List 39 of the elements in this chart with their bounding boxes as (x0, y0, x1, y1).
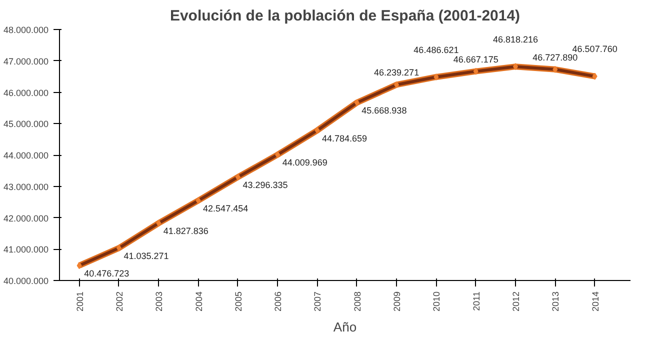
x-tick-label: 2002 (114, 291, 124, 312)
y-tick-label: 42.000.000 (3, 213, 49, 224)
data-label: 41.035.271 (124, 251, 169, 262)
y-tick-label: 46.000.000 (3, 88, 49, 98)
y-tick-label: 44.000.000 (3, 150, 49, 160)
data-label: 43.296.335 (242, 180, 288, 190)
chart-title: Evolución de la población de España (2001-2014) (170, 8, 520, 24)
data-label: 40.476.723 (84, 268, 130, 279)
x-tick-label: 2010 (432, 291, 442, 312)
data-label: 46.727.890 (532, 52, 578, 62)
x-tick-label: 2007 (312, 291, 323, 312)
data-label: 46.507.760 (572, 44, 618, 54)
y-tick-label: 47.000.000 (3, 56, 49, 66)
x-tick-label: 2013 (550, 291, 561, 312)
data-label: 46.818.216 (492, 34, 538, 44)
data-label: 44.784.659 (322, 133, 368, 144)
x-tick-label: 2014 (590, 291, 600, 312)
x-tick-label: 2003 (154, 291, 164, 312)
x-tick-label: 2012 (511, 291, 522, 312)
x-tick-label: 2011 (471, 291, 482, 311)
data-label: 45.668.938 (362, 106, 407, 116)
y-tick-label: 41.000.000 (3, 244, 49, 255)
y-tick-label: 40.000.000 (3, 276, 49, 286)
data-label: 46.667.175 (453, 54, 498, 64)
data-label: 46.486.621 (414, 44, 459, 55)
x-tick-label: 2005 (233, 291, 244, 312)
data-label: 46.239.271 (374, 68, 420, 78)
x-tick-label: 2009 (392, 291, 402, 312)
data-label: 42.547.454 (203, 204, 248, 214)
x-tick-label: 2006 (273, 291, 284, 312)
x-tick-label: 2001 (74, 291, 85, 312)
x-axis-title: Año (333, 320, 357, 335)
x-tick-label: 2008 (352, 291, 362, 312)
y-tick-label: 43.000.000 (3, 182, 49, 192)
data-label: 41.827.836 (163, 226, 208, 236)
y-tick-label: 45.000.000 (3, 119, 49, 130)
y-tick-label: 48.000.000 (3, 25, 49, 35)
x-tick-label: 2004 (194, 291, 204, 312)
data-label: 44.009.969 (282, 158, 328, 168)
